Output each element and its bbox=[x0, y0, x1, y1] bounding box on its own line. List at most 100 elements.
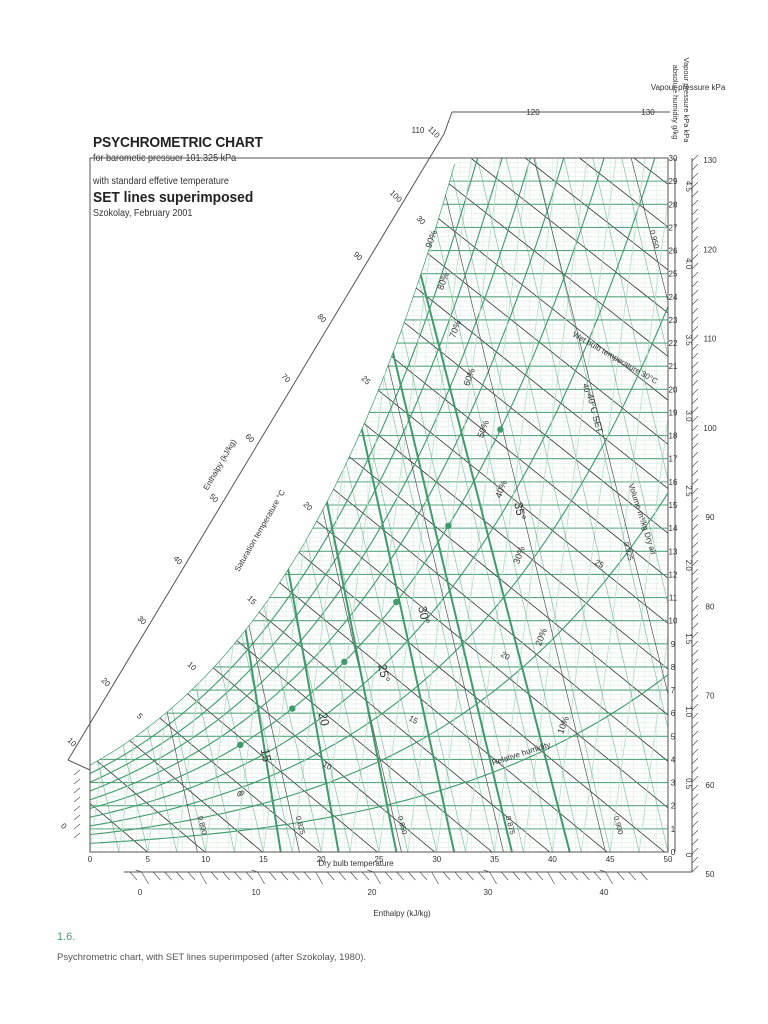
enthalpy-top-tick: 110 bbox=[412, 126, 425, 135]
x-tick-label: 25 bbox=[375, 855, 384, 864]
enthalpy-right-tick: 80 bbox=[706, 602, 715, 611]
vapour-pressure-title: Vapour pressure kPa kPa bbox=[682, 58, 691, 144]
y-tick-label: 18 bbox=[669, 432, 678, 441]
saturation-temp-tick: 15 bbox=[245, 594, 258, 607]
chart-title: PSYCHROMETRIC CHART bbox=[93, 134, 263, 151]
vapour-pressure-tick: 4.0 bbox=[684, 258, 693, 270]
x-tick-label: 15 bbox=[259, 855, 268, 864]
volume-label: 0.800 bbox=[196, 815, 210, 835]
enthalpy-right-tick: 60 bbox=[706, 781, 715, 790]
y-tick-label: 30 bbox=[669, 154, 678, 163]
vapour-pressure-tick: 1.0 bbox=[684, 706, 693, 718]
set-label: 40° bbox=[581, 383, 592, 397]
enthalpy-bottom-tick: 30 bbox=[484, 888, 493, 897]
y-tick-label: 16 bbox=[669, 478, 678, 487]
chart-author: Szokolay, February 2001 bbox=[93, 208, 193, 219]
saturation-temp-tick: 20 bbox=[301, 500, 314, 513]
y-tick-label: 8 bbox=[671, 663, 676, 672]
y-tick-label: 6 bbox=[671, 709, 676, 718]
enthalpy-left-tick: 30 bbox=[135, 614, 148, 627]
y-tick-label: 9 bbox=[671, 640, 676, 649]
enthalpy-left-tick: 90 bbox=[351, 250, 364, 263]
enthalpy-left-tick: 70 bbox=[279, 372, 292, 385]
y-tick-label: 5 bbox=[671, 732, 676, 741]
enthalpy-bottom-title: Enthalpy (kJ/kg) bbox=[373, 909, 431, 918]
enthalpy-bottom-tick: 20 bbox=[368, 888, 377, 897]
y-tick-label: 12 bbox=[669, 570, 678, 579]
vapour-pressure-tick: 0 bbox=[684, 853, 693, 858]
y-tick-label: 14 bbox=[669, 524, 678, 533]
vapour-pressure-tick: 3.5 bbox=[684, 335, 693, 347]
enthalpy-right-tick: 90 bbox=[706, 513, 715, 522]
vapour-pressure-tick: 4.5 bbox=[684, 181, 693, 193]
enthalpy-left-tick: 100 bbox=[388, 188, 404, 204]
chart-axes bbox=[73, 154, 699, 885]
x-tick-label: 35 bbox=[490, 855, 499, 864]
chart-set-heading: SET lines superimposed bbox=[93, 189, 254, 206]
x-tick-label: 20 bbox=[317, 855, 326, 864]
figure-caption: Psychrometric chart, with SET lines supe… bbox=[57, 952, 367, 963]
set-label: 20 bbox=[316, 711, 333, 727]
x-tick-label: 5 bbox=[146, 855, 151, 864]
x-tick-label: 40 bbox=[548, 855, 557, 864]
set-label: 15 bbox=[258, 747, 275, 763]
enthalpy-left-tick: 40 bbox=[171, 554, 184, 567]
y-tick-label: 4 bbox=[671, 755, 676, 764]
set-label: 25° bbox=[375, 663, 393, 684]
enthalpy-left-tick: 110 bbox=[426, 125, 442, 141]
saturation-temp-tick: 0 bbox=[237, 788, 247, 798]
enthalpy-left-title: Enthalpy (kJ/kg) bbox=[202, 437, 239, 491]
enthalpy-left-tick: 10 bbox=[65, 736, 78, 749]
set-point-marker bbox=[341, 658, 348, 665]
y-tick-label: 23 bbox=[669, 316, 678, 325]
enthalpy-left-tick: 60 bbox=[243, 432, 256, 445]
x-tick-label: 30 bbox=[432, 855, 441, 864]
y-tick-label: 7 bbox=[671, 686, 676, 695]
enthalpy-left-tick: 50 bbox=[207, 492, 220, 505]
y-tick-label: 22 bbox=[669, 339, 678, 348]
set-point-marker bbox=[445, 522, 452, 529]
chart-frame bbox=[67, 111, 670, 853]
enthalpy-right-tick: 50 bbox=[706, 870, 715, 879]
wet-bulb-label: 25 bbox=[593, 558, 606, 571]
y-tick-label: 24 bbox=[669, 293, 678, 302]
enthalpy-right-tick: 120 bbox=[703, 245, 717, 254]
saturation-temp-tick: 10 bbox=[185, 660, 198, 673]
y-tick-label: 28 bbox=[669, 200, 678, 209]
wet-bulb-label: 0 bbox=[235, 789, 244, 799]
set-label: 30° bbox=[415, 605, 433, 626]
enthalpy-left-tick: 20 bbox=[99, 676, 112, 689]
volume-label: 0.850 bbox=[396, 815, 410, 835]
enthalpy-bottom-tick: 10 bbox=[252, 888, 261, 897]
enthalpy-left-tick: 0 bbox=[59, 821, 69, 831]
enthalpy-right-tick: 70 bbox=[706, 692, 715, 701]
y-tick-label: 0 bbox=[671, 848, 676, 857]
x-axis-title: Dry bulb temperature bbox=[318, 859, 394, 868]
x-tick-label: 45 bbox=[606, 855, 615, 864]
y-tick-label: 19 bbox=[669, 408, 678, 417]
y-tick-label: 26 bbox=[669, 247, 678, 256]
set-point-marker bbox=[237, 741, 244, 749]
y-tick-label: 1 bbox=[671, 825, 676, 834]
y-tick-label: 25 bbox=[669, 270, 678, 279]
x-tick-label: 50 bbox=[664, 855, 673, 864]
y-tick-label: 20 bbox=[669, 385, 678, 394]
rh-label: 30% bbox=[511, 545, 527, 565]
chart-subtitle-set: with standard effetive temperature bbox=[93, 176, 229, 187]
vapour-pressure-tick: 2.5 bbox=[684, 485, 693, 497]
enthalpy-top-tick: 120 bbox=[526, 108, 540, 117]
y-tick-label: 17 bbox=[669, 455, 678, 464]
y-tick-label: 21 bbox=[669, 362, 678, 371]
set-point-marker bbox=[497, 426, 504, 433]
y-tick-label: 29 bbox=[669, 177, 678, 186]
set-point-marker bbox=[393, 598, 400, 606]
vapour-pressure-tick: 0.5 bbox=[684, 778, 693, 790]
y-tick-label: 13 bbox=[669, 547, 678, 556]
y-tick-label: 15 bbox=[669, 501, 678, 510]
enthalpy-right-tick: 130 bbox=[703, 156, 717, 165]
vapour-pressure-tick: 2.0 bbox=[684, 560, 693, 572]
x-tick-label: 10 bbox=[201, 855, 210, 864]
enthalpy-right-tick: 100 bbox=[703, 424, 717, 433]
